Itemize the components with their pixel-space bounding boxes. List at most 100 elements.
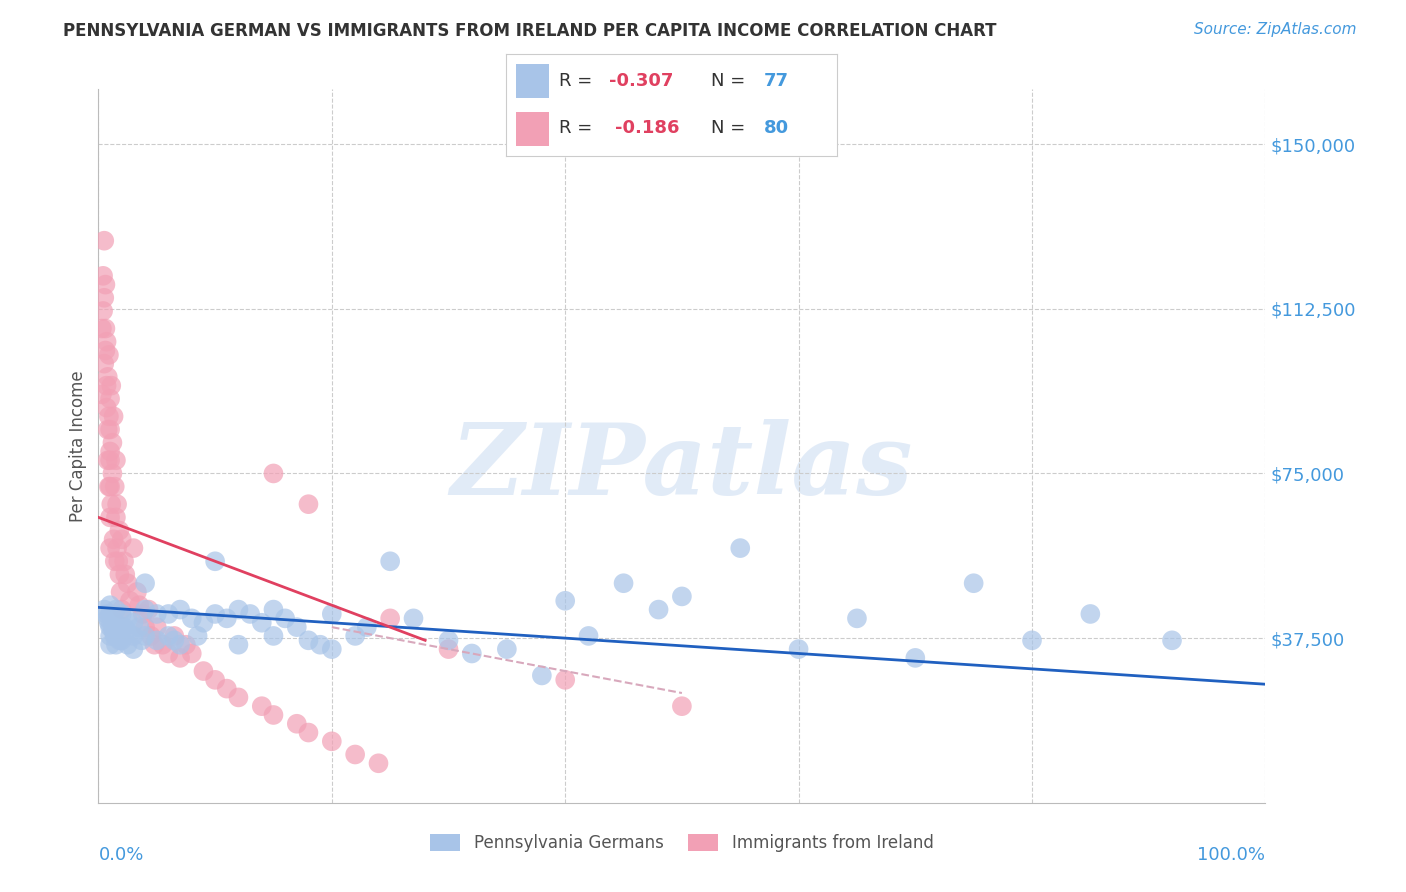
Point (134, 629, 156, 643)
Point (285, 620, 308, 634)
Point (962, 576, 984, 591)
Point (215, 681, 238, 696)
Point (90, 321, 112, 335)
Point (239, 607, 262, 621)
Text: 77: 77 (763, 72, 789, 90)
Point (103, 533, 125, 547)
Point (111, 633, 134, 648)
Point (1161, 633, 1184, 648)
Point (297, 725, 319, 739)
Text: -0.307: -0.307 (609, 72, 673, 90)
Point (163, 633, 186, 648)
Point (157, 629, 180, 643)
Point (131, 633, 153, 648)
Point (139, 629, 162, 643)
Point (309, 638, 332, 652)
Point (97, 348, 120, 362)
Point (262, 629, 284, 643)
Point (98, 598, 121, 612)
Point (187, 629, 209, 643)
Point (98, 541, 121, 555)
Point (554, 673, 576, 687)
Point (105, 497, 128, 511)
Point (107, 620, 129, 634)
Point (104, 453, 127, 467)
Point (169, 651, 191, 665)
Point (169, 638, 191, 652)
Point (671, 699, 693, 714)
Point (97, 369, 120, 384)
Point (117, 611, 139, 625)
Point (204, 554, 226, 568)
Point (380, 554, 402, 568)
Point (100, 378, 122, 392)
Point (104, 629, 127, 643)
Point (143, 638, 166, 652)
Point (578, 629, 600, 643)
Point (228, 602, 250, 616)
Point (98, 510, 121, 524)
Text: R =: R = (560, 120, 603, 137)
Point (104, 480, 127, 494)
Point (554, 594, 576, 608)
Point (97, 423, 120, 437)
Text: PENNSYLVANIA GERMAN VS IMMIGRANTS FROM IRELAND PER CAPITA INCOME CORRELATION CHA: PENNSYLVANIA GERMAN VS IMMIGRANTS FROM I… (63, 22, 997, 40)
Point (228, 638, 250, 652)
Point (117, 576, 139, 591)
Point (104, 554, 127, 568)
Point (138, 602, 160, 616)
Point (228, 690, 250, 705)
Point (193, 615, 215, 630)
Point (146, 620, 169, 634)
Point (152, 638, 174, 652)
Point (274, 611, 297, 625)
Point (90, 387, 112, 401)
Point (204, 673, 226, 687)
Bar (516, 64, 550, 97)
Point (461, 647, 484, 661)
Point (122, 615, 145, 630)
Point (98, 638, 121, 652)
Point (904, 651, 927, 665)
Point (98, 480, 121, 494)
Point (93, 357, 115, 371)
Point (111, 607, 134, 621)
Point (104, 629, 127, 643)
Point (97, 409, 120, 424)
Point (193, 664, 215, 678)
Point (112, 554, 135, 568)
Point (367, 756, 389, 771)
Point (111, 620, 134, 634)
Point (321, 642, 343, 657)
Point (380, 611, 402, 625)
Point (103, 624, 125, 639)
Point (97, 480, 120, 494)
Point (110, 585, 132, 599)
Point (250, 699, 273, 714)
Point (163, 629, 186, 643)
Point (215, 611, 238, 625)
Point (91, 268, 114, 283)
Point (613, 576, 636, 591)
Point (98, 629, 121, 643)
Text: ZIPatlas: ZIPatlas (451, 419, 912, 516)
Point (94, 321, 117, 335)
Point (297, 497, 319, 511)
Point (98, 453, 121, 467)
Point (98, 444, 121, 458)
Point (122, 541, 145, 555)
Y-axis label: Per Capita Income: Per Capita Income (69, 370, 87, 522)
Point (105, 541, 128, 555)
Point (125, 585, 148, 599)
Point (101, 620, 124, 634)
Point (112, 620, 135, 634)
Point (104, 602, 127, 616)
Point (96, 607, 118, 621)
Point (108, 624, 131, 639)
Point (204, 607, 226, 621)
Point (93, 234, 115, 248)
Point (174, 638, 197, 652)
Point (104, 615, 127, 630)
Point (108, 567, 131, 582)
Point (134, 602, 156, 616)
